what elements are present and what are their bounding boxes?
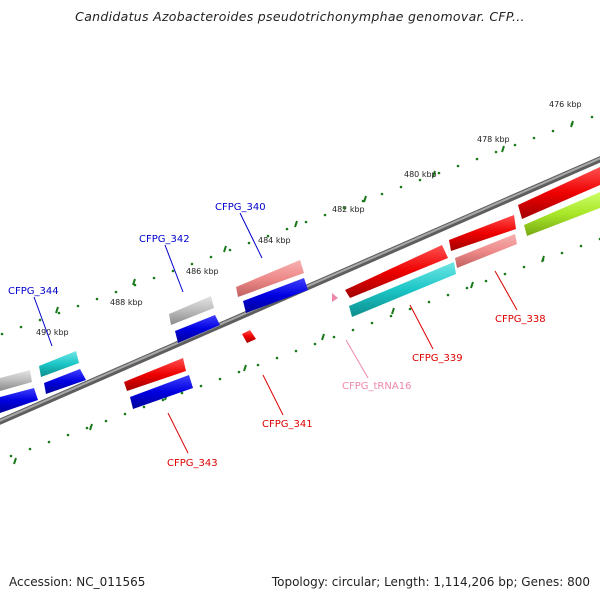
gene-arrow-cfpg-340-blue[interactable]: [243, 278, 308, 313]
topology-summary: Topology: circular; Length: 1,114,206 bp…: [271, 575, 590, 589]
tick-label-476: 476 kbp: [549, 100, 582, 109]
gene-arrow-edge-blue[interactable]: [0, 388, 38, 413]
gene-arrow-cfpg-343-red[interactable]: [124, 358, 186, 391]
gene-arrow-cfpg-344-blue[interactable]: [44, 369, 86, 394]
tick-label-486: 486 kbp: [186, 267, 219, 276]
gene-arrow-cfpg-344-cyan[interactable]: [39, 351, 79, 377]
gene-label-cfpg-trna16[interactable]: CFPG_tRNA16: [342, 381, 411, 392]
gene-arrow-cfpg-342-grey[interactable]: [169, 296, 214, 325]
upper-scale-major-ticks: [55, 120, 574, 314]
tick-label-482: 482 kbp: [332, 205, 365, 214]
gene-label-cfpg-344[interactable]: CFPG_344: [8, 286, 59, 297]
gene-arrow-cfpg-338-red[interactable]: [449, 215, 516, 251]
gene-arrow-cfpg-338-pink[interactable]: [455, 234, 517, 268]
gene-label-cfpg-338[interactable]: CFPG_338: [495, 314, 546, 325]
gene-arrow-cfpg-339-cyan[interactable]: [349, 262, 456, 317]
tick-label-480: 480 kbp: [404, 170, 437, 179]
gene-label-cfpg-339[interactable]: CFPG_339: [412, 353, 463, 364]
tick-label-478: 478 kbp: [477, 135, 510, 144]
gene-label-cfpg-340[interactable]: CFPG_340: [215, 202, 266, 213]
gene-arrow-cfpg-339-red[interactable]: [345, 245, 448, 298]
feature-track-upper: [0, 167, 600, 413]
tick-label-488: 488 kbp: [110, 298, 143, 307]
gene-arrow-cfpg-343-blue[interactable]: [130, 375, 193, 409]
gene-label-cfpg-342[interactable]: CFPG_342: [139, 234, 190, 245]
gene-arrow-cfpg-342-blue[interactable]: [175, 315, 220, 343]
accession-text: Accession: NC_011565: [9, 575, 146, 589]
tick-label-484: 484 kbp: [258, 236, 291, 245]
gene-arrow-cfpg-340-pink[interactable]: [236, 260, 304, 297]
label-leader-lines: [33, 212, 518, 454]
gene-arrow-lime[interactable]: [524, 192, 600, 236]
gene-label-cfpg-341[interactable]: CFPG_341: [262, 419, 313, 430]
trna-marker-cfpg-trna16[interactable]: [332, 293, 338, 302]
gene-arrow-cfpg-341-red[interactable]: [242, 330, 256, 343]
gene-arrow-right-red[interactable]: [518, 167, 600, 219]
map-title: Candidatus Azobacteroides pseudotrichony…: [75, 9, 525, 24]
tick-label-490: 490 kbp: [36, 328, 69, 337]
gene-arrow-edge-grey[interactable]: [0, 370, 32, 391]
gene-label-cfpg-343[interactable]: CFPG_343: [167, 458, 218, 469]
lower-scale-major-ticks: [13, 255, 545, 465]
